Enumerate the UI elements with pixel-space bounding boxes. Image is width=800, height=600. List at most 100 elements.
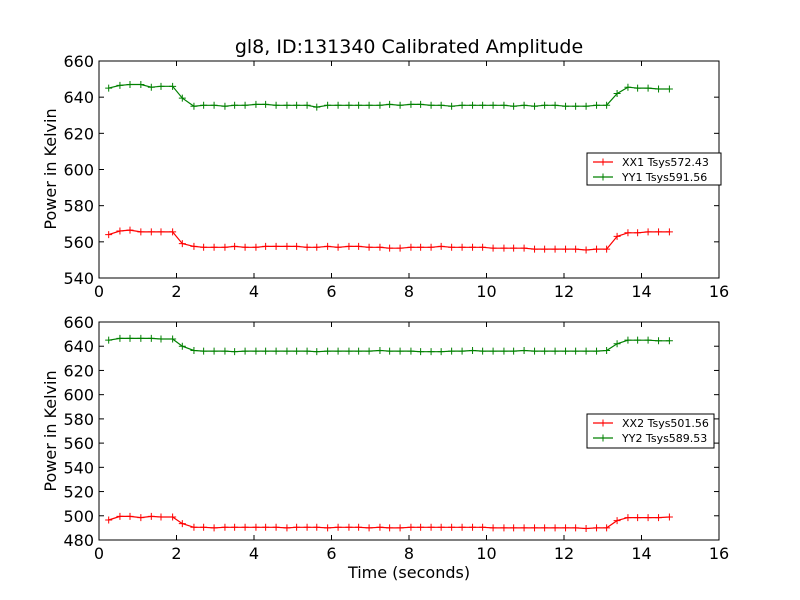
data-point	[169, 82, 177, 90]
data-point	[324, 101, 332, 109]
x-tick-label: 2	[171, 544, 181, 563]
data-point	[252, 347, 260, 355]
data-point	[644, 228, 652, 236]
y-tick-label: 620	[63, 124, 94, 143]
data-point	[407, 243, 415, 251]
data-point	[572, 524, 580, 532]
data-point	[376, 346, 384, 354]
data-point	[178, 342, 186, 350]
data-point	[541, 245, 549, 253]
data-point	[355, 523, 363, 531]
data-point	[157, 335, 165, 343]
data-point	[458, 101, 466, 109]
data-point	[303, 347, 311, 355]
data-point	[624, 336, 632, 344]
x-tick-label: 0	[94, 282, 104, 301]
data-point	[489, 244, 497, 252]
y-tick-label: 560	[63, 434, 94, 453]
data-point	[210, 347, 218, 355]
data-point	[417, 348, 425, 356]
data-point	[116, 334, 124, 342]
data-point	[562, 347, 570, 355]
data-point	[241, 243, 249, 251]
data-point	[479, 243, 487, 251]
data-point	[634, 84, 642, 92]
x-tick-label: 2	[171, 282, 181, 301]
data-point	[221, 243, 229, 251]
data-point	[178, 520, 186, 528]
data-point	[231, 242, 239, 250]
legend-label: YY1 Tsys591.56	[621, 171, 707, 184]
data-point	[272, 101, 280, 109]
data-point	[603, 245, 611, 253]
data-point	[283, 101, 291, 109]
data-point	[126, 226, 134, 234]
data-point	[572, 102, 580, 110]
data-point	[200, 523, 208, 531]
data-point	[634, 229, 642, 237]
data-point	[324, 242, 332, 250]
data-point	[283, 242, 291, 250]
data-point	[500, 244, 508, 252]
data-point	[531, 245, 539, 253]
data-point	[178, 240, 186, 248]
data-point	[427, 348, 435, 356]
data-point	[593, 245, 601, 253]
y-tick-label: 480	[63, 531, 94, 550]
data-point	[417, 243, 425, 251]
data-point	[417, 523, 425, 531]
data-point	[241, 523, 249, 531]
data-point	[293, 101, 301, 109]
data-point	[190, 523, 198, 531]
data-point	[613, 517, 621, 525]
chart-title: gl8, ID:131340 Calibrated Amplitude	[235, 36, 583, 58]
data-point	[510, 524, 518, 532]
data-point	[386, 244, 394, 252]
x-tick-label: 14	[631, 544, 651, 563]
x-tick-label: 4	[249, 282, 259, 301]
data-point	[157, 513, 165, 521]
y-tick-label: 580	[63, 197, 94, 216]
data-point	[137, 514, 145, 522]
data-point	[126, 512, 134, 520]
data-point	[334, 101, 342, 109]
data-point	[169, 228, 177, 236]
data-point	[221, 347, 229, 355]
data-point	[489, 347, 497, 355]
data-point	[169, 335, 177, 343]
data-point	[262, 100, 270, 108]
data-point	[562, 245, 570, 253]
data-point	[105, 231, 113, 239]
data-point	[613, 340, 621, 348]
data-point	[427, 243, 435, 251]
data-point	[572, 347, 580, 355]
legend-label: XX1 Tsys572.43	[622, 156, 709, 169]
data-point	[345, 523, 353, 531]
data-point	[355, 242, 363, 250]
data-point	[252, 243, 260, 251]
data-point	[582, 347, 590, 355]
data-point	[303, 523, 311, 531]
data-point	[531, 524, 539, 532]
data-point	[293, 242, 301, 250]
x-tick-label: 12	[554, 544, 574, 563]
data-point	[541, 347, 549, 355]
data-point	[313, 348, 321, 356]
data-point	[407, 347, 415, 355]
legend-label: XX2 Tsys501.56	[622, 417, 709, 430]
data-point	[283, 524, 291, 532]
data-point	[437, 101, 445, 109]
chart-bottom: Power in Kelvin Time (seconds) 0 2 4 6 8 10 12…	[41, 313, 729, 582]
data-point	[345, 242, 353, 250]
data-point	[200, 243, 208, 251]
data-point	[303, 101, 311, 109]
data-point	[510, 244, 518, 252]
data-point	[624, 514, 632, 522]
y-tick-label: 640	[63, 88, 94, 107]
data-point	[241, 101, 249, 109]
data-point	[520, 524, 528, 532]
data-point	[157, 228, 165, 236]
data-point	[210, 243, 218, 251]
data-point	[634, 336, 642, 344]
data-point	[272, 347, 280, 355]
